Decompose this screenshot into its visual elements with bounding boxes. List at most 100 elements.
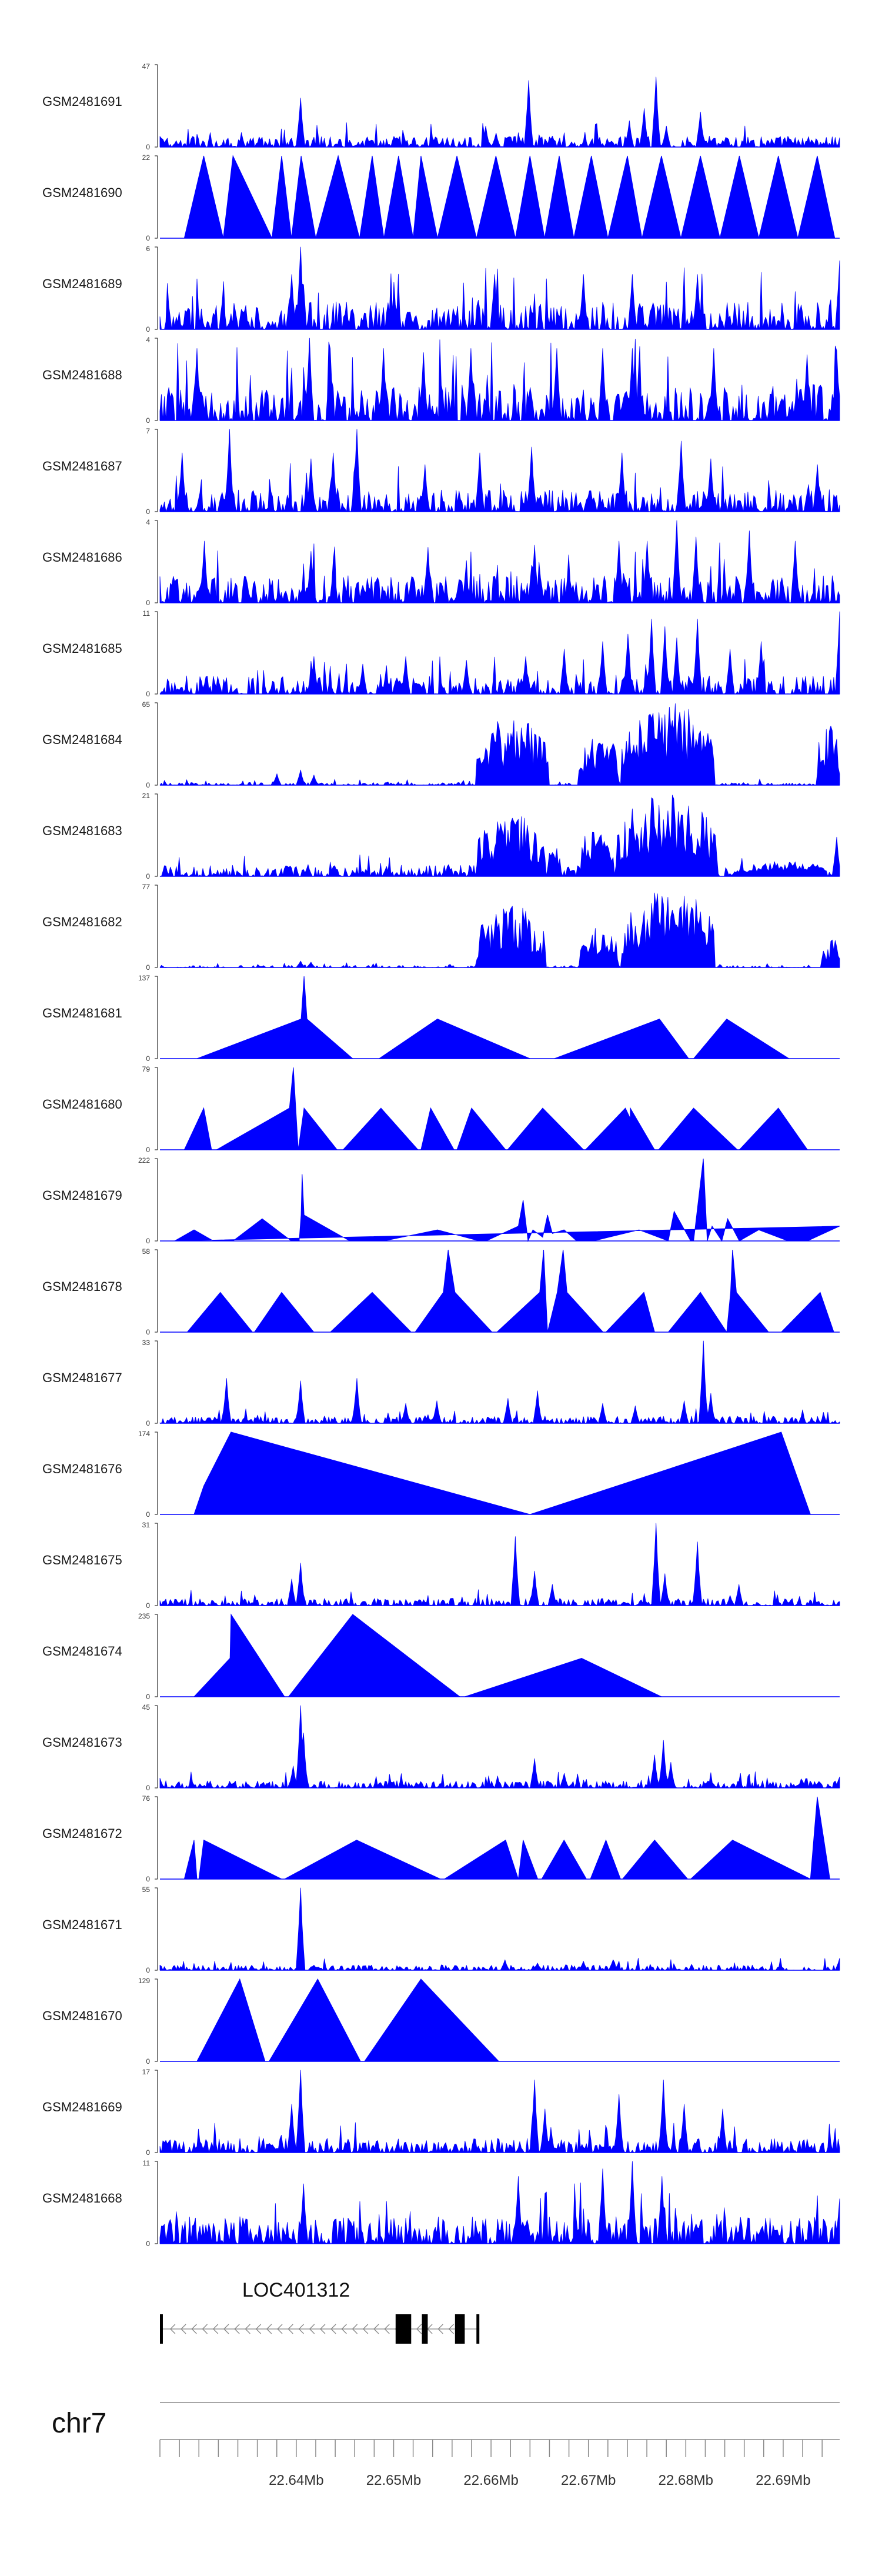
y-min-label: 0 (146, 963, 150, 972)
track-gsm2481671: GSM2481671 55 0 (42, 1886, 840, 1974)
y-max-label: 22 (142, 154, 151, 162)
track-label: GSM2481682 (42, 915, 122, 929)
strand-arrow (191, 2324, 197, 2334)
coverage-area (159, 795, 840, 877)
y-max-label: 4 (146, 336, 150, 344)
chromosome-label: chr7 (52, 2408, 106, 2439)
axis-tick-label: 22.69Mb (756, 2472, 810, 2488)
strand-arrow (212, 2324, 219, 2334)
y-max-label: 45 (142, 1703, 151, 1711)
coverage-area (159, 246, 840, 330)
track-label: GSM2481674 (42, 1644, 122, 1659)
strand-arrow (181, 2324, 186, 2334)
track-gsm2481675: GSM2481675 31 0 (42, 1521, 840, 1610)
track-label: GSM2481677 (42, 1370, 122, 1385)
strand-arrow (373, 2324, 379, 2334)
coverage-area (193, 1613, 662, 1697)
y-min-label: 0 (146, 1601, 150, 1610)
y-max-label: 137 (138, 974, 150, 982)
track-label: GSM2481689 (42, 276, 122, 291)
y-max-label: 7 (146, 427, 150, 435)
track-label: GSM2481672 (42, 1826, 122, 1841)
track-gsm2481678: GSM2481678 58 0 (42, 1247, 840, 1336)
coverage-area (159, 1340, 840, 1424)
strand-arrow (277, 2324, 283, 2334)
coverage-area (159, 1887, 840, 1971)
y-max-label: 58 (142, 1247, 151, 1256)
coverage-area (183, 155, 836, 239)
y-min-label: 0 (146, 1693, 150, 1701)
y-min-label: 0 (146, 143, 150, 151)
strand-arrow (320, 2324, 326, 2334)
coverage-area (159, 429, 840, 512)
track-label: GSM2481671 (42, 1917, 122, 1932)
strand-arrow (266, 2324, 272, 2334)
track-gsm2481684: GSM2481684 65 0 (42, 700, 840, 789)
track-label: GSM2481670 (42, 2008, 122, 2023)
track-label: GSM2481676 (42, 1461, 122, 1476)
track-label: GSM2481668 (42, 2191, 122, 2205)
y-min-label: 0 (146, 690, 150, 698)
track-gsm2481690: GSM2481690 22 0 (42, 154, 840, 242)
strand-arrow (362, 2324, 369, 2334)
y-min-label: 0 (146, 872, 150, 880)
coverage-area (196, 1978, 500, 2062)
gene-name-label: LOC401312 (242, 2279, 350, 2301)
track-gsm2481670: GSM2481670 129 0 (42, 1977, 840, 2066)
y-min-label: 0 (146, 416, 150, 425)
coverage-area (174, 1158, 840, 1242)
y-min-label: 0 (146, 1510, 150, 1519)
strand-arrow (245, 2324, 250, 2334)
y-min-label: 0 (146, 2148, 150, 2157)
coverage-area (159, 520, 840, 603)
axis-tick-label: 22.64Mb (269, 2472, 323, 2488)
y-max-label: 235 (138, 1612, 150, 1620)
track-gsm2481673: GSM2481673 45 0 (42, 1703, 840, 1792)
y-max-label: 65 (142, 700, 151, 709)
strand-arrow (288, 2324, 293, 2334)
track-label: GSM2481679 (42, 1188, 122, 1203)
coverage-area (159, 1523, 840, 1606)
y-max-label: 76 (142, 1794, 151, 1803)
y-max-label: 79 (142, 1065, 151, 1073)
track-label: GSM2481691 (42, 94, 122, 109)
track-label: GSM2481680 (42, 1097, 122, 1112)
y-max-label: 129 (138, 1977, 150, 1985)
track-gsm2481685: GSM2481685 11 0 (42, 609, 840, 698)
coverage-area (159, 892, 840, 968)
strand-arrow (384, 2324, 390, 2334)
track-label: GSM2481685 (42, 641, 122, 656)
strand-arrow (330, 2324, 336, 2334)
track-label: GSM2481675 (42, 1553, 122, 1567)
strand-arrow (298, 2324, 304, 2334)
track-label: GSM2481690 (42, 185, 122, 200)
y-min-label: 0 (146, 234, 150, 242)
coverage-area (193, 1432, 811, 1515)
track-gsm2481687: GSM2481687 7 0 (42, 427, 840, 516)
track-gsm2481669: GSM2481669 17 0 (42, 2068, 840, 2157)
exon-4 (455, 2314, 465, 2344)
y-min-label: 0 (146, 1784, 150, 1792)
y-max-label: 47 (142, 62, 151, 71)
y-min-label: 0 (146, 599, 150, 607)
coverage-area (183, 1067, 808, 1150)
exon-3 (422, 2314, 428, 2344)
coverage-area (159, 611, 840, 695)
y-max-label: 21 (142, 792, 151, 800)
strand-arrow (341, 2324, 347, 2334)
strand-arrow (255, 2324, 262, 2334)
y-min-label: 0 (146, 1966, 150, 1974)
coverage-area (183, 1796, 830, 1880)
strand-arrow (234, 2324, 240, 2334)
track-label: GSM2481681 (42, 1006, 122, 1020)
strand-arrow (448, 2324, 454, 2334)
y-max-label: 4 (146, 518, 150, 526)
track-gsm2481674: GSM2481674 235 0 (42, 1612, 840, 1701)
coverage-area (159, 703, 840, 786)
coverage-area (159, 2161, 840, 2244)
y-max-label: 222 (138, 1156, 150, 1164)
axis-tick-label: 22.68Mb (659, 2472, 713, 2488)
track-gsm2481682: GSM2481682 77 0 (42, 883, 840, 972)
coverage-area (186, 1249, 834, 1333)
track-label: GSM2481683 (42, 823, 122, 838)
